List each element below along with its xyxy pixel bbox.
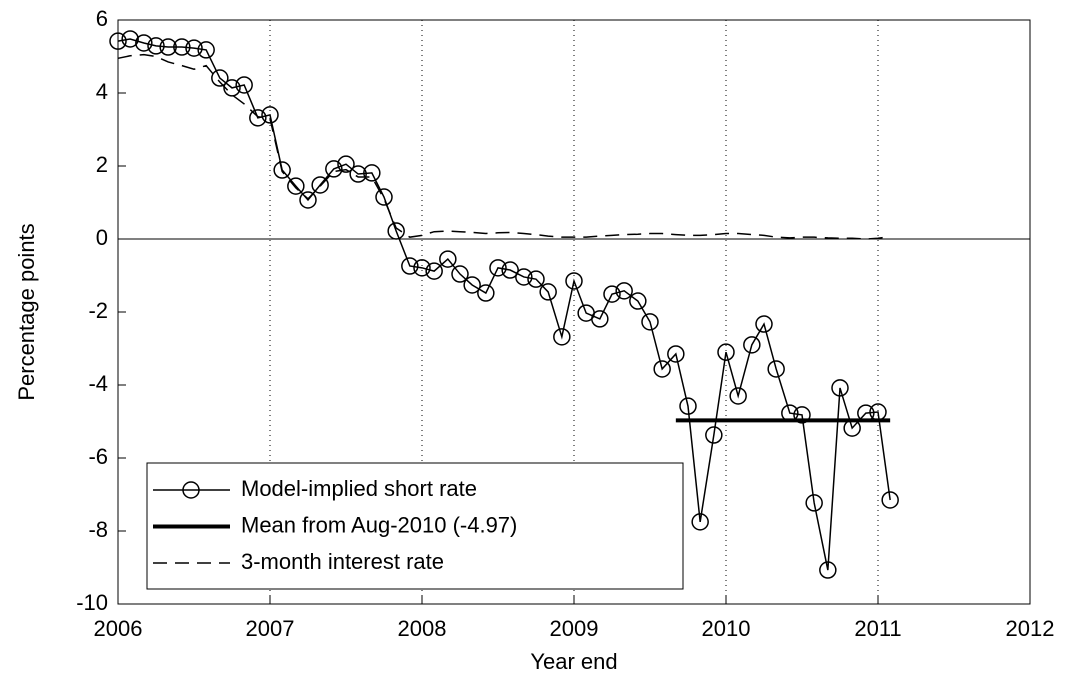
data-point (629, 292, 647, 310)
y-tick-label: -2 (88, 298, 108, 323)
y-tick-label: -4 (88, 371, 108, 396)
data-point (185, 39, 203, 57)
x-tick-label: 2008 (398, 616, 447, 641)
data-point (325, 160, 343, 178)
data-point (337, 155, 355, 173)
legend-label: 3-month interest rate (241, 549, 444, 574)
data-point (553, 328, 571, 346)
legend-label: Mean from Aug-2010 (-4.97) (241, 512, 517, 537)
data-point (311, 176, 329, 194)
data-point (881, 491, 899, 509)
legend-label: Model-implied short rate (241, 476, 477, 501)
y-tick-label: 2 (96, 152, 108, 177)
data-point (363, 164, 381, 182)
legend-marker (182, 481, 200, 499)
data-point (349, 165, 367, 183)
data-point (249, 109, 267, 127)
data-point (413, 259, 431, 277)
y-tick-label: 0 (96, 225, 108, 250)
data-point (805, 494, 823, 512)
y-tick-label: -8 (88, 517, 108, 542)
data-point (515, 268, 533, 286)
plot-frame (117, 19, 1031, 605)
data-point (135, 34, 153, 52)
data-point (489, 259, 507, 277)
y-axis-label: Percentage points (14, 223, 39, 400)
data-point (109, 32, 127, 50)
data-point (425, 262, 443, 280)
data-point (767, 360, 785, 378)
legend-box (146, 462, 684, 590)
x-tick-label: 2012 (1006, 616, 1055, 641)
data-point (565, 272, 583, 290)
data-point (273, 161, 291, 179)
data-point (173, 38, 191, 56)
x-tick-label: 2007 (246, 616, 295, 641)
data-point (477, 284, 495, 302)
data-point (375, 188, 393, 206)
data-point (793, 406, 811, 424)
data-point (235, 76, 253, 94)
data-point (717, 343, 735, 361)
data-point (603, 285, 621, 303)
data-point (591, 310, 609, 328)
data-point (831, 379, 849, 397)
x-tick-label: 2011 (854, 616, 901, 641)
data-point (121, 30, 139, 48)
data-point (439, 250, 457, 268)
data-point (641, 313, 659, 331)
data-point (819, 561, 837, 579)
data-point (299, 191, 317, 209)
data-point (743, 336, 761, 354)
data-point (387, 222, 405, 240)
data-point (401, 257, 419, 275)
data-point (501, 261, 519, 279)
y-tick-label: 6 (96, 6, 108, 31)
y-tick-label: -6 (88, 444, 108, 469)
data-point (261, 106, 279, 124)
data-point (527, 270, 545, 288)
data-point (211, 69, 229, 87)
data-point (691, 513, 709, 531)
data-point (653, 360, 671, 378)
x-axis-label: Year end (530, 649, 617, 674)
data-point (539, 283, 557, 301)
x-tick-label: 2010 (702, 616, 751, 641)
data-point (287, 177, 305, 195)
legend: Model-implied short rate Mean from Aug-20… (146, 462, 684, 590)
data-point (729, 387, 747, 405)
data-point (159, 38, 177, 56)
y-tick-label: 4 (96, 79, 108, 104)
x-tick-label: 2009 (550, 616, 599, 641)
data-point (615, 282, 633, 300)
data-point (667, 345, 685, 363)
data-point (197, 41, 215, 59)
data-point (755, 315, 773, 333)
y-tick-label: -10 (76, 590, 108, 615)
series-line (117, 53, 891, 240)
data-point (223, 79, 241, 97)
data-point (147, 37, 165, 55)
series-line (117, 38, 891, 571)
data-point (705, 426, 723, 444)
x-tick-label: 2006 (94, 616, 143, 641)
data-point (463, 276, 481, 294)
data-point (679, 397, 697, 415)
data-point (451, 265, 469, 283)
